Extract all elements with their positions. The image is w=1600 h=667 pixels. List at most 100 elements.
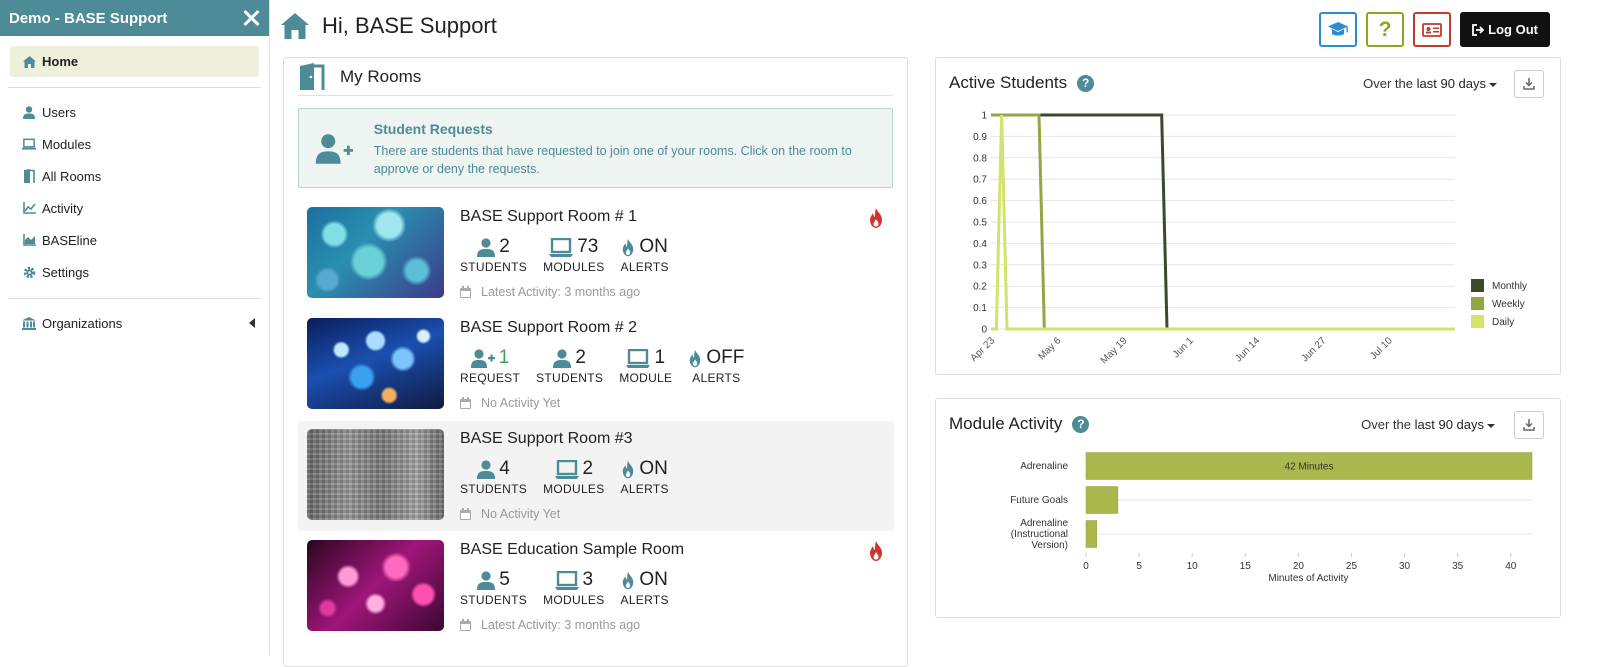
- fire-icon: [870, 541, 882, 561]
- caret-down-icon: [1487, 423, 1495, 428]
- calendar-icon: [460, 619, 471, 631]
- download-icon: [1523, 78, 1535, 90]
- stat-label: ALERTS: [620, 593, 669, 607]
- top-actions: ? Log Out: [1319, 12, 1550, 47]
- sidebar-item-modules[interactable]: Modules: [0, 128, 269, 160]
- help-icon[interactable]: ?: [1072, 415, 1090, 433]
- download-icon: [1523, 419, 1535, 431]
- sidebar-item-label: Users: [42, 104, 76, 120]
- stat-label: ALERTS: [692, 371, 741, 385]
- room-card[interactable]: BASE Support Room #3 4 STUDENTS 2 MODULE…: [298, 421, 894, 531]
- logout-button[interactable]: Log Out: [1460, 12, 1550, 47]
- laptop-icon: [22, 137, 36, 151]
- id-card-button[interactable]: [1413, 12, 1452, 47]
- range-dropdown[interactable]: Over the last 90 days: [1363, 76, 1497, 91]
- x-tick-label: 5: [1136, 561, 1142, 572]
- card-title: Active Students ?: [949, 73, 1095, 93]
- sidebar-item-users[interactable]: Users: [0, 96, 269, 128]
- help-button[interactable]: ?: [1366, 12, 1405, 47]
- range-prefix: Over the: [1361, 417, 1411, 432]
- sidebar-item-label: Home: [42, 54, 79, 69]
- caret-left-icon[interactable]: [249, 318, 255, 328]
- my-rooms-header: My Rooms: [298, 58, 893, 96]
- x-axis-label: Minutes of Activity: [1268, 573, 1348, 584]
- room-card[interactable]: BASE Support Room # 2 1 REQUEST 2 STUDEN…: [298, 310, 894, 420]
- stat-label: STUDENTS: [460, 593, 528, 607]
- activity-text: No Activity Yet: [481, 507, 561, 521]
- sidebar-header: Demo - BASE Support: [0, 0, 269, 36]
- room-activity: No Activity Yet: [460, 507, 560, 521]
- close-icon[interactable]: [241, 8, 261, 28]
- sidebar-item-all-rooms[interactable]: All Rooms: [0, 160, 269, 192]
- module-activity-card: Module Activity ? Over the last 90 days …: [935, 398, 1561, 618]
- divider: [8, 298, 261, 299]
- legend-label: Monthly: [1492, 281, 1527, 292]
- room-activity: No Activity Yet: [460, 396, 560, 410]
- download-button[interactable]: [1514, 70, 1544, 98]
- room-card[interactable]: BASE Support Room # 1 2 STUDENTS 73 MODU…: [298, 199, 894, 309]
- alerts-status: OFF: [706, 347, 745, 368]
- alerts-status: ON: [639, 569, 668, 590]
- students-count: 2: [499, 236, 510, 257]
- stat-label: ALERTS: [620, 260, 669, 274]
- x-tick-label: 40: [1505, 561, 1517, 572]
- active-students-card: Active Students ? Over the last 90 days …: [935, 57, 1561, 375]
- y-tick-label: 0.7: [973, 175, 987, 186]
- user-icon: [477, 570, 496, 590]
- range-value: last 90 days: [1414, 417, 1484, 432]
- requests-count: 1: [498, 347, 510, 368]
- room-name: BASE Education Sample Room: [460, 541, 685, 558]
- sidebar-item-home[interactable]: Home: [10, 46, 259, 77]
- logout-label: Log Out: [1488, 22, 1538, 37]
- bar: [1085, 486, 1119, 514]
- user-plus-icon: [315, 134, 354, 164]
- stat-label: MODULES: [543, 260, 605, 274]
- help-icon[interactable]: ?: [1077, 74, 1095, 92]
- fire-icon: [623, 238, 634, 256]
- sidebar-item-baseline[interactable]: BASEline: [0, 224, 269, 256]
- sidebar-item-organizations[interactable]: Organizations: [0, 307, 269, 339]
- training-button[interactable]: [1319, 12, 1358, 47]
- y-tick-label: 0.1: [973, 303, 987, 314]
- fire-icon: [690, 349, 701, 367]
- stat-label: ALERTS: [620, 482, 669, 496]
- x-tick-label: 10: [1187, 561, 1199, 572]
- sidebar-item-activity[interactable]: Activity: [0, 192, 269, 224]
- room-thumbnail: [307, 540, 444, 631]
- user-icon: [22, 105, 36, 119]
- room-stats: 5 STUDENTS 3 MODULES ON ALERTS: [460, 569, 669, 607]
- calendar-icon: [460, 286, 471, 298]
- user-icon: [477, 237, 496, 257]
- laptop-icon: [554, 570, 579, 590]
- activity-text: Latest Activity: 3 months ago: [481, 618, 641, 632]
- category-label: Adrenaline: [1020, 518, 1068, 529]
- student-requests-alert[interactable]: Student Requests There are students that…: [298, 108, 893, 188]
- laptop-icon: [554, 459, 579, 479]
- room-thumbnail: [307, 429, 444, 520]
- institution-icon: [22, 316, 36, 330]
- x-tick-label: Jun 1: [1171, 335, 1196, 360]
- modules-count: 1: [654, 347, 666, 368]
- download-button[interactable]: [1514, 411, 1544, 439]
- room-card[interactable]: BASE Education Sample Room 5 STUDENTS 3 …: [298, 532, 894, 642]
- page-title: Hi, BASE Support: [322, 13, 497, 38]
- y-tick-label: 0.2: [973, 282, 987, 293]
- fire-icon: [623, 571, 634, 589]
- y-tick-label: 0.6: [973, 196, 987, 207]
- gear-icon: [22, 265, 36, 279]
- sidebar-item-label: Settings: [42, 264, 89, 280]
- graduation-cap-icon: [1328, 22, 1349, 36]
- students-count: 2: [575, 347, 586, 368]
- room-thumbnail: [307, 318, 444, 409]
- students-count: 4: [499, 458, 510, 479]
- stat-alerts: OFF ALERTS: [688, 347, 744, 385]
- legend-label: Daily: [1492, 317, 1514, 328]
- laptop-icon: [626, 348, 651, 368]
- room-activity: Latest Activity: 3 months ago: [460, 285, 640, 299]
- category-label: (Instructional: [1011, 529, 1068, 540]
- y-tick-label: 0.8: [973, 153, 987, 164]
- sidebar-item-settings[interactable]: Settings: [0, 256, 269, 288]
- room-name: BASE Support Room #3: [460, 430, 633, 447]
- range-dropdown[interactable]: Over the last 90 days: [1361, 417, 1495, 432]
- laptop-icon: [549, 237, 574, 257]
